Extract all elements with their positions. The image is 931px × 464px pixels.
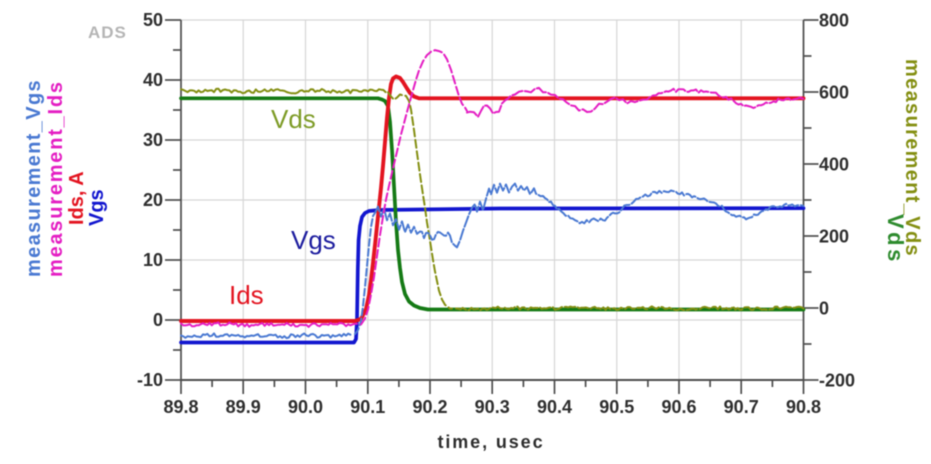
svg-text:Vgs: Vgs — [86, 189, 108, 226]
svg-text:Ids: Ids — [229, 280, 264, 310]
svg-text:Vds: Vds — [883, 214, 908, 265]
svg-text:90.4: 90.4 — [537, 397, 572, 417]
svg-text:90.5: 90.5 — [599, 397, 634, 417]
svg-text:30: 30 — [143, 130, 163, 150]
svg-text:measurement_Ids: measurement_Ids — [45, 80, 67, 277]
svg-text:40: 40 — [143, 70, 163, 90]
svg-text:10: 10 — [143, 250, 163, 270]
svg-text:90.7: 90.7 — [724, 397, 759, 417]
svg-text:measurement_Vgs: measurement_Vgs — [23, 79, 45, 277]
svg-text:90.3: 90.3 — [475, 397, 510, 417]
svg-text:-10: -10 — [137, 370, 163, 390]
svg-text:90.6: 90.6 — [661, 397, 696, 417]
svg-text:measurement_Vds: measurement_Vds — [901, 59, 923, 257]
svg-text:200: 200 — [819, 227, 849, 247]
svg-text:600: 600 — [819, 83, 849, 103]
svg-text:90.1: 90.1 — [350, 397, 385, 417]
svg-text:0: 0 — [153, 310, 163, 330]
svg-text:90.8: 90.8 — [786, 397, 821, 417]
svg-text:Ids, A: Ids, A — [66, 171, 88, 225]
svg-text:400: 400 — [819, 155, 849, 175]
svg-text:Vds: Vds — [271, 104, 316, 134]
svg-text:0: 0 — [819, 299, 829, 319]
svg-text:90.0: 90.0 — [288, 397, 323, 417]
svg-text:20: 20 — [143, 190, 163, 210]
svg-text:ADS: ADS — [88, 23, 127, 42]
svg-text:800: 800 — [819, 11, 849, 31]
svg-text:89.8: 89.8 — [163, 397, 198, 417]
svg-text:50: 50 — [143, 10, 163, 30]
svg-text:90.2: 90.2 — [412, 397, 447, 417]
svg-text:-200: -200 — [819, 371, 855, 391]
svg-text:time, usec: time, usec — [437, 432, 544, 452]
svg-text:Vgs: Vgs — [291, 225, 336, 255]
svg-text:89.9: 89.9 — [226, 397, 261, 417]
